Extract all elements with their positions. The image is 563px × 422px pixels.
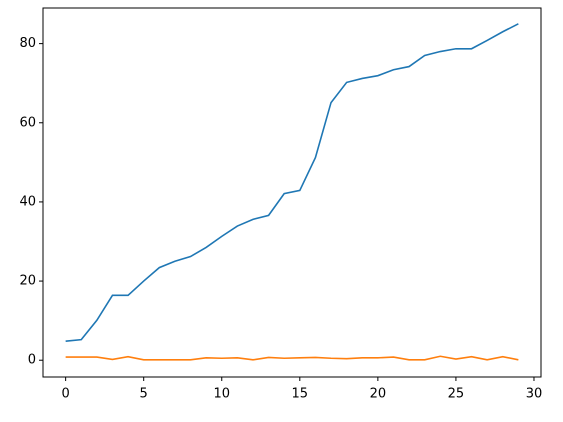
y-tick-label: 60 — [19, 115, 36, 130]
axes-frame — [42, 7, 542, 378]
y-tick-label: 40 — [19, 194, 36, 209]
x-tick-label: 0 — [61, 387, 69, 402]
x-tick-label: 30 — [526, 387, 543, 402]
x-tick-label: 10 — [213, 387, 230, 402]
y-tick-label: 20 — [19, 274, 36, 289]
x-tick-label: 25 — [448, 387, 465, 402]
y-tick-label: 80 — [19, 36, 36, 51]
line-series — [65, 355, 519, 361]
y-tick-label: 0 — [28, 353, 36, 368]
x-tick-label: 15 — [292, 387, 309, 402]
x-tick-label: 20 — [370, 387, 387, 402]
x-tick-label: 5 — [140, 387, 148, 402]
line-series — [65, 23, 519, 343]
